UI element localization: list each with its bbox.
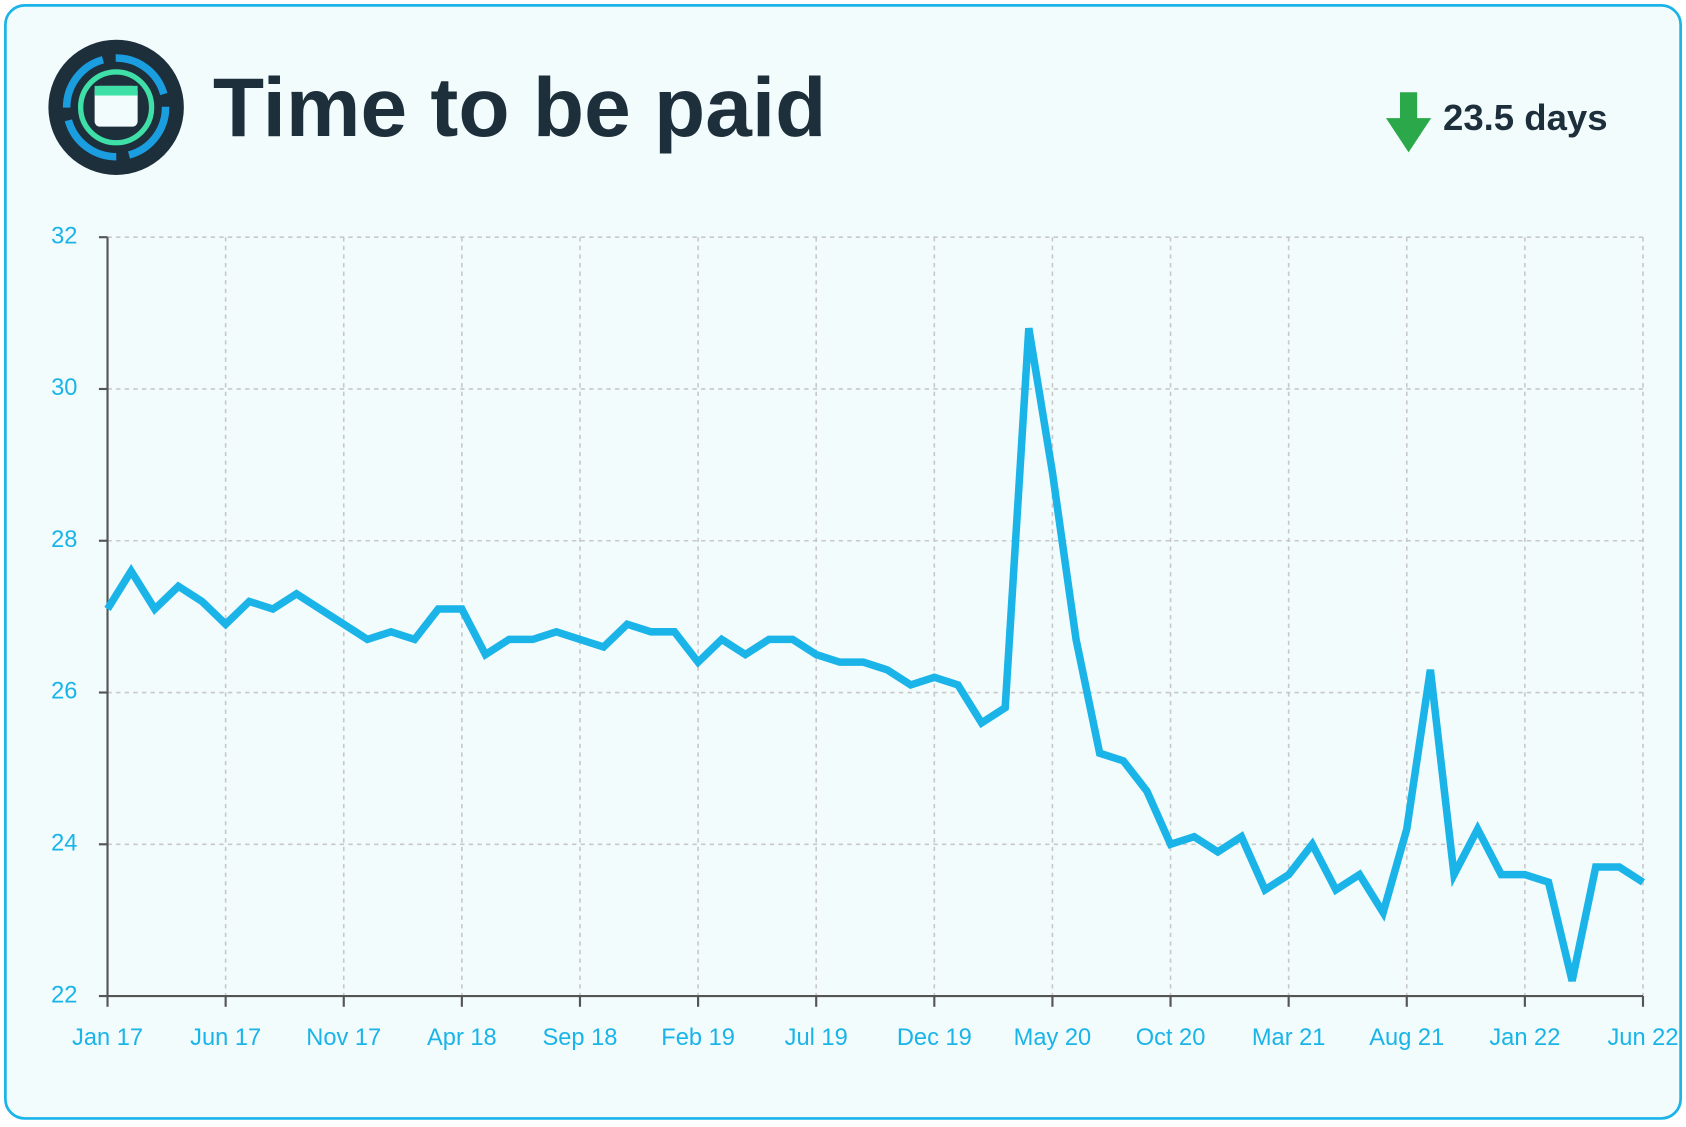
x-tick-label: Nov 17 xyxy=(306,1025,381,1051)
y-tick-label: 22 xyxy=(51,982,77,1008)
y-tick-label: 32 xyxy=(51,223,77,249)
line xyxy=(104,327,1646,982)
y-tick-label: 26 xyxy=(51,679,77,705)
card xyxy=(4,4,1682,1120)
trend-arrow xyxy=(1386,92,1432,153)
y-tick-label: 28 xyxy=(51,527,77,553)
x-tick-label: Oct 20 xyxy=(1136,1025,1206,1051)
x-tick-label: Apr 18 xyxy=(427,1025,497,1051)
x-tick-label: Aug 21 xyxy=(1369,1025,1444,1051)
icon xyxy=(48,39,184,175)
x-tick-label: Jun 22 xyxy=(1607,1025,1678,1051)
x-tick-label: Jun 17 xyxy=(190,1025,261,1051)
x-tick-label: Mar 21 xyxy=(1252,1025,1326,1051)
y-tick-label: 30 xyxy=(51,375,77,401)
x-tick-label: Jan 17 xyxy=(72,1025,143,1051)
x-tick-label: Jan 22 xyxy=(1489,1025,1560,1051)
x-tick-label: Dec 19 xyxy=(897,1025,972,1051)
x-tick-label: Jul 19 xyxy=(785,1025,848,1051)
chart-title: Time to be paid xyxy=(213,60,826,154)
x-tick-label: Sep 18 xyxy=(542,1025,617,1051)
x-tick-label: Feb 19 xyxy=(661,1025,735,1051)
y-tick-label: 24 xyxy=(51,831,77,857)
x-tick-label: May 20 xyxy=(1014,1025,1092,1051)
kpi-value: 23.5 days xyxy=(1443,97,1608,138)
